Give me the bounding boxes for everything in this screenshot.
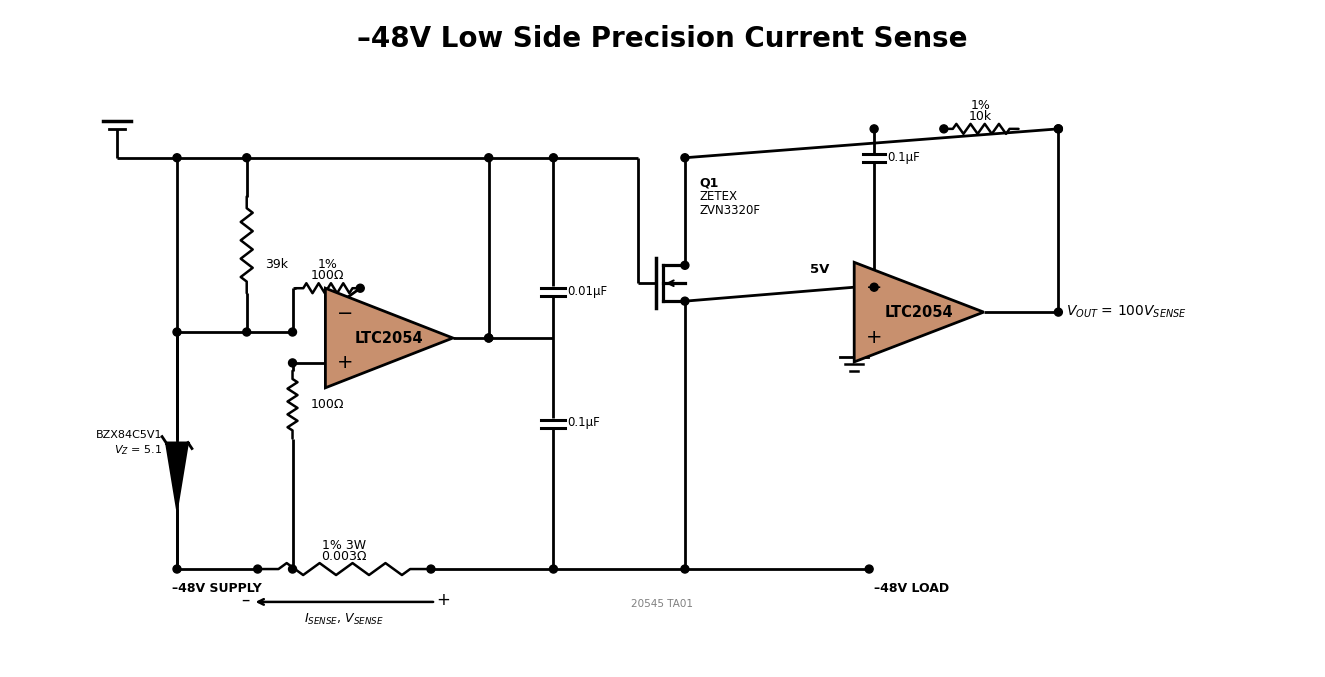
Circle shape xyxy=(485,154,493,162)
Text: +: + xyxy=(436,591,450,609)
Text: 10k: 10k xyxy=(969,110,992,123)
Text: 0.003Ω: 0.003Ω xyxy=(322,550,367,563)
Circle shape xyxy=(289,565,297,573)
Circle shape xyxy=(427,565,435,573)
Circle shape xyxy=(871,125,878,133)
Circle shape xyxy=(289,328,297,336)
Circle shape xyxy=(174,565,182,573)
Text: +: + xyxy=(337,353,354,372)
Text: +: + xyxy=(865,328,882,347)
Text: 0.1µF: 0.1µF xyxy=(886,151,920,165)
Text: –48V SUPPLY: –48V SUPPLY xyxy=(172,582,262,596)
Text: 5V: 5V xyxy=(810,263,829,276)
Circle shape xyxy=(681,297,689,305)
Text: −: − xyxy=(337,303,354,323)
Circle shape xyxy=(1055,125,1063,133)
Circle shape xyxy=(485,334,493,342)
Text: –48V LOAD: –48V LOAD xyxy=(874,582,949,596)
Circle shape xyxy=(242,154,250,162)
Polygon shape xyxy=(855,262,983,362)
Circle shape xyxy=(174,328,182,336)
Text: 20545 TA01: 20545 TA01 xyxy=(631,599,693,609)
Circle shape xyxy=(550,154,558,162)
Circle shape xyxy=(871,283,878,291)
Text: LTC2054: LTC2054 xyxy=(355,330,424,345)
Circle shape xyxy=(242,328,250,336)
Text: LTC2054: LTC2054 xyxy=(885,305,953,320)
Text: $V_{OUT}$ = 100$V_{SENSE}$: $V_{OUT}$ = 100$V_{SENSE}$ xyxy=(1067,304,1187,320)
Text: 100Ω: 100Ω xyxy=(310,269,344,282)
Text: 1%: 1% xyxy=(318,258,338,271)
Text: BZX84C5V1: BZX84C5V1 xyxy=(95,430,162,439)
Circle shape xyxy=(253,565,261,573)
Circle shape xyxy=(865,565,873,573)
Circle shape xyxy=(681,154,689,162)
Circle shape xyxy=(485,334,493,342)
Circle shape xyxy=(681,261,689,269)
Circle shape xyxy=(1055,308,1063,316)
Text: $I_{SENSE}$, $V_{SENSE}$: $I_{SENSE}$, $V_{SENSE}$ xyxy=(305,612,384,628)
Text: 1% 3W: 1% 3W xyxy=(322,539,367,552)
Circle shape xyxy=(681,565,689,573)
Text: –: – xyxy=(241,591,250,609)
Text: $V_Z$ = 5.1: $V_Z$ = 5.1 xyxy=(114,443,162,458)
Text: ZETEX: ZETEX xyxy=(700,190,738,203)
Text: 0.01µF: 0.01µF xyxy=(567,285,608,298)
Polygon shape xyxy=(166,443,188,509)
Text: 39k: 39k xyxy=(265,258,288,271)
Text: −: − xyxy=(867,278,882,297)
Text: Q1: Q1 xyxy=(700,176,719,189)
Circle shape xyxy=(356,284,364,292)
Text: ZVN3320F: ZVN3320F xyxy=(700,204,761,217)
Text: –48V Low Side Precision Current Sense: –48V Low Side Precision Current Sense xyxy=(356,25,967,53)
Circle shape xyxy=(174,154,182,162)
Circle shape xyxy=(289,359,297,367)
Polygon shape xyxy=(326,288,453,388)
Text: 1%: 1% xyxy=(971,100,991,112)
Circle shape xyxy=(1055,125,1063,133)
Circle shape xyxy=(550,565,558,573)
Circle shape xyxy=(939,125,947,133)
Text: 100Ω: 100Ω xyxy=(310,398,344,411)
Text: 0.1µF: 0.1µF xyxy=(567,416,600,429)
